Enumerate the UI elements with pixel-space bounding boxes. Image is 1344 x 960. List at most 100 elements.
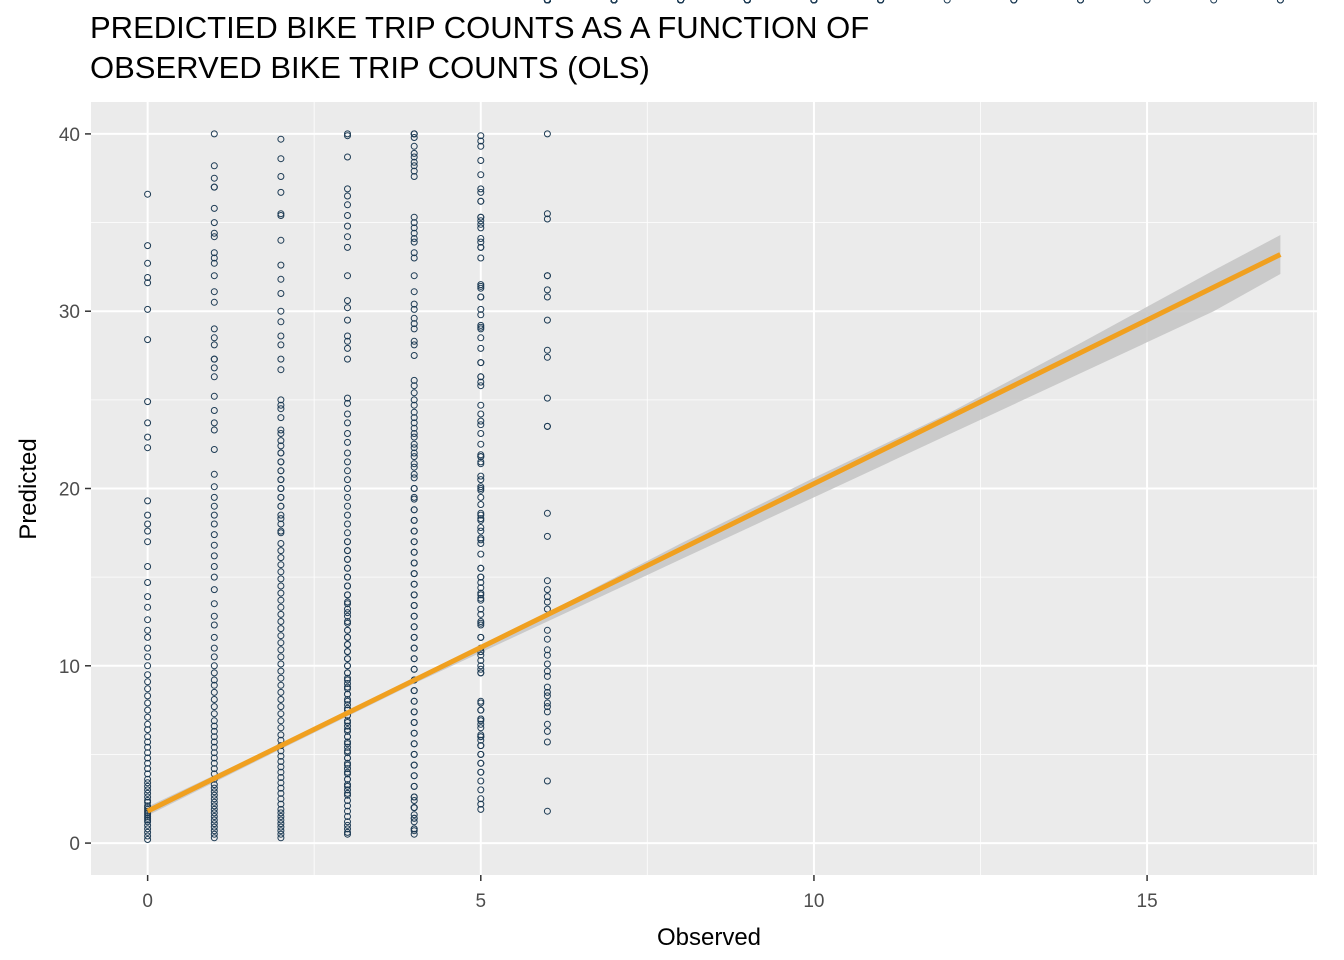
data-point — [144, 699, 152, 707]
data-point — [277, 774, 285, 781]
data-point — [410, 254, 418, 262]
data-point — [344, 538, 351, 546]
data-point — [210, 392, 218, 400]
data-point — [277, 449, 285, 457]
data-point — [477, 777, 485, 785]
data-point — [277, 547, 285, 555]
data-point — [277, 618, 285, 625]
data-point — [543, 215, 551, 223]
data-point — [543, 667, 551, 675]
data-point — [144, 789, 152, 797]
data-point — [477, 657, 485, 664]
data-point — [344, 641, 351, 648]
data-point — [477, 515, 485, 523]
data-point — [344, 485, 351, 492]
data-point — [277, 724, 285, 732]
data-point — [410, 130, 418, 138]
data-point — [344, 754, 351, 762]
data-point — [344, 600, 351, 608]
data-point — [410, 444, 418, 452]
data-point — [410, 173, 418, 180]
data-point — [277, 805, 285, 813]
data-point — [410, 440, 418, 448]
data-point — [210, 470, 218, 478]
data-point — [144, 828, 152, 836]
data-point — [210, 834, 218, 842]
data-point — [477, 800, 485, 808]
data-point — [144, 779, 152, 787]
data-point — [210, 541, 218, 549]
data-point — [410, 235, 418, 242]
data-point — [144, 444, 152, 452]
y-tick-label: 40 — [59, 125, 80, 146]
data-point — [410, 797, 418, 804]
data-point — [477, 662, 485, 670]
data-point — [477, 527, 485, 535]
data-point — [210, 644, 218, 652]
data-point — [277, 396, 285, 404]
data-point — [543, 210, 551, 218]
data-point — [210, 254, 218, 262]
data-point — [410, 325, 418, 333]
data-point — [144, 419, 152, 427]
data-point — [144, 759, 152, 767]
data-point — [144, 749, 152, 757]
data-point — [144, 274, 152, 281]
y-axis: 0 10 20 30 40 — [59, 125, 91, 855]
data-point — [410, 162, 418, 170]
data-point — [210, 827, 218, 835]
data-point — [344, 591, 351, 599]
data-point — [277, 426, 285, 434]
data-point — [344, 304, 351, 312]
chart-title-line-1: PREDICTIED BIKE TRIP COUNTS AS A FUNCTIO… — [90, 10, 870, 45]
data-point — [477, 132, 485, 140]
data-point — [210, 552, 218, 560]
data-point — [144, 662, 152, 670]
data-point — [277, 135, 285, 143]
data-point — [277, 236, 285, 244]
data-point — [277, 834, 285, 842]
data-point — [344, 768, 351, 776]
data-point — [477, 476, 485, 484]
data-point — [477, 717, 485, 725]
data-point — [344, 761, 351, 769]
y-tick-label: 20 — [59, 480, 80, 501]
data-point — [144, 242, 152, 250]
data-point — [277, 696, 285, 703]
data-point — [144, 726, 152, 734]
data-point — [144, 786, 152, 794]
data-point — [477, 334, 485, 342]
data-point — [277, 827, 285, 835]
data-point — [477, 185, 485, 193]
data-point — [144, 706, 152, 714]
data-point — [477, 486, 485, 494]
data-point — [344, 449, 351, 457]
data-point — [477, 188, 485, 196]
data-point — [344, 789, 351, 797]
data-point — [410, 719, 418, 726]
data-point — [144, 279, 152, 287]
data-point — [477, 540, 485, 547]
data-point — [410, 149, 418, 157]
data-point — [144, 754, 152, 762]
data-point — [210, 738, 218, 746]
y-tick-label: 0 — [69, 834, 80, 855]
data-point — [477, 430, 485, 437]
data-point — [210, 373, 218, 381]
data-point — [410, 527, 418, 535]
data-point — [344, 680, 351, 687]
data-point — [344, 797, 351, 804]
data-point — [277, 155, 285, 163]
data-point — [344, 185, 351, 193]
data-point — [410, 238, 418, 246]
data-point — [410, 495, 418, 503]
data-point — [477, 493, 485, 501]
data-point — [144, 832, 152, 840]
data-point — [277, 529, 285, 537]
data-point — [144, 433, 152, 441]
data-point — [144, 190, 152, 198]
data-point — [410, 474, 418, 482]
data-point — [810, 0, 818, 4]
data-point — [1010, 0, 1018, 4]
data-point — [410, 570, 418, 578]
